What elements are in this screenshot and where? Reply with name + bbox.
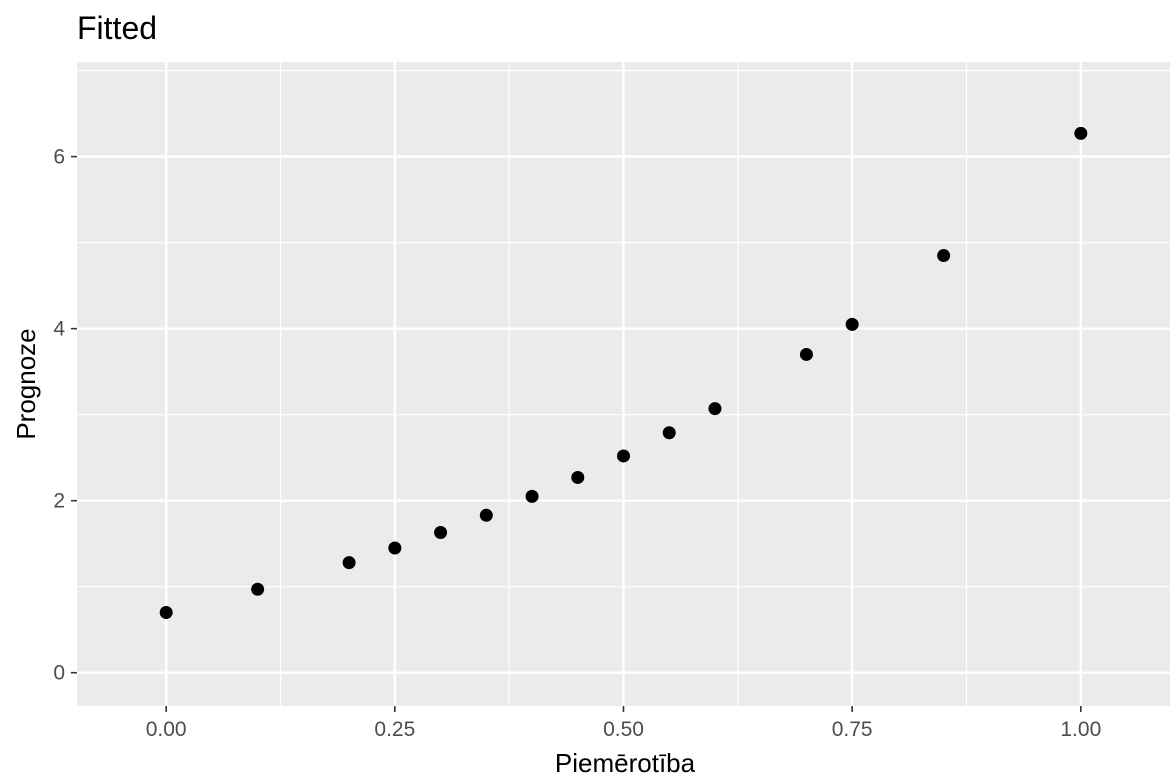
chart-title: Fitted	[77, 10, 157, 46]
data-point	[662, 426, 676, 440]
x-tick-label: 0.75	[832, 718, 873, 741]
data-point	[845, 317, 859, 331]
y-tick-label: 2	[53, 490, 65, 513]
y-tick-label: 4	[53, 318, 65, 341]
major-gridlines	[77, 62, 1170, 706]
y-axis: 0 2 4 6	[53, 146, 77, 685]
data-point	[388, 541, 402, 555]
data-point	[251, 582, 265, 596]
data-point	[525, 489, 539, 503]
data-point	[708, 402, 722, 416]
data-point	[571, 470, 585, 484]
data-point	[617, 449, 630, 463]
y-tick-label: 0	[53, 662, 65, 685]
data-points	[159, 126, 1088, 620]
x-tick-label: 1.00	[1060, 718, 1101, 741]
x-axis: 0.00 0.25 0.50 0.75 1.00	[146, 706, 1101, 741]
data-point	[159, 606, 173, 620]
x-axis-title: Piemērotība	[555, 748, 696, 778]
data-point	[799, 347, 813, 361]
data-point	[434, 526, 448, 540]
y-axis-title: Prognoze	[11, 328, 41, 439]
data-point	[1074, 126, 1088, 140]
x-tick-label: 0.00	[146, 718, 187, 741]
x-tick-label: 0.25	[374, 718, 415, 741]
x-tick-label: 0.50	[603, 718, 644, 741]
y-tick-label: 6	[53, 146, 65, 169]
data-point	[937, 249, 951, 263]
data-point	[479, 508, 493, 522]
data-point	[342, 556, 356, 570]
